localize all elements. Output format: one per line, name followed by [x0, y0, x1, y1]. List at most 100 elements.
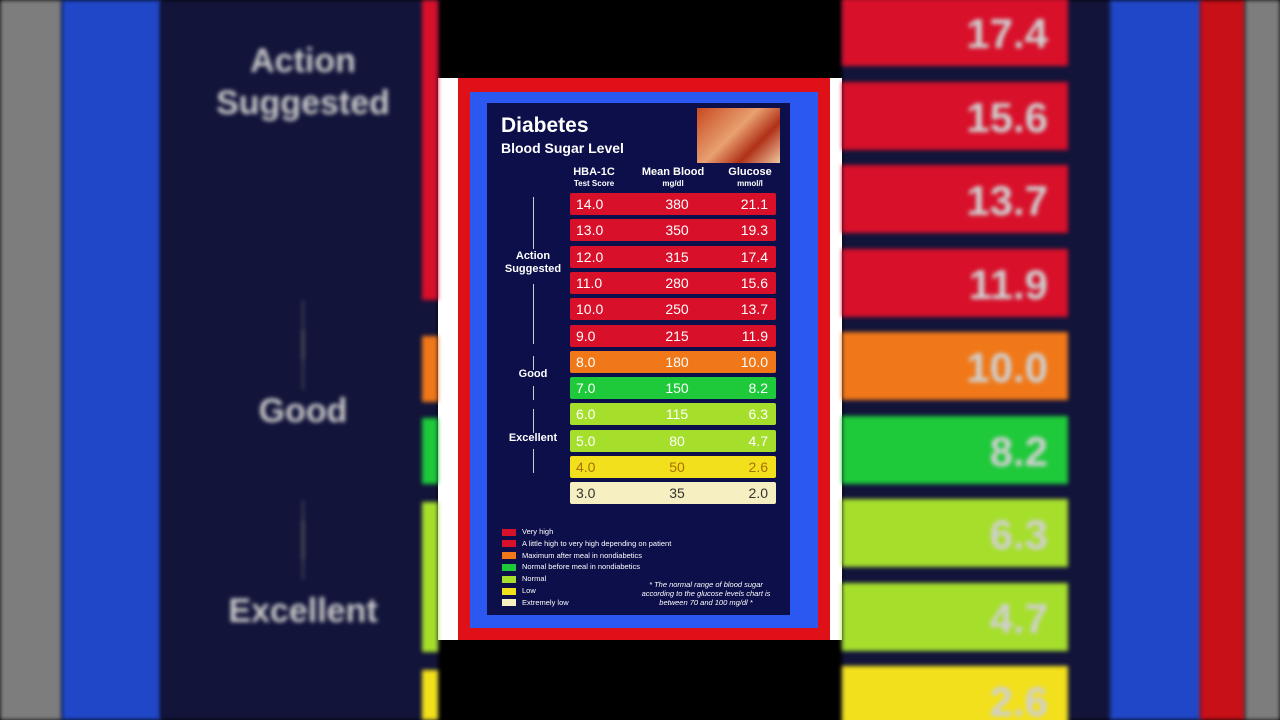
table-cell: 10.0: [740, 353, 768, 370]
table-cell: 215: [665, 327, 689, 344]
legend-swatch: [502, 540, 516, 548]
table-cell: 8.0: [576, 353, 596, 370]
table-row: 7.0 150 8.2: [570, 377, 776, 400]
bg-gray: [0, 0, 62, 720]
table-row: 10.0 250 13.7: [570, 298, 776, 321]
table-cell: 4.0: [576, 459, 596, 475]
table-cell: 4.7: [748, 432, 768, 449]
legend-text: Normal before meal in nondiabetics: [522, 562, 640, 572]
bg-strip: [422, 502, 438, 652]
table-cell: 150: [665, 380, 689, 397]
bg-blue: [62, 0, 162, 720]
legend-swatch: [502, 528, 516, 536]
table-cell: 21.1: [740, 196, 768, 212]
legend-item: Normal before meal in nondiabetics: [502, 562, 640, 571]
table-cell: 10.0: [576, 301, 604, 318]
table-cell: 50: [669, 459, 685, 475]
legend-swatch: [502, 563, 516, 571]
table-cell: 14.0: [576, 196, 604, 212]
bg-arrow-line: [302, 520, 304, 580]
legend-item: A little high to very high depending on …: [502, 539, 671, 548]
bg-label: Excellent: [228, 592, 378, 630]
bg-value: 2.6: [989, 678, 1048, 720]
arrow-line: [533, 284, 534, 344]
photo: [697, 108, 780, 163]
bg-value: 6.3: [989, 511, 1048, 558]
column-header: Glucose mmol/l: [720, 167, 780, 189]
legend-item: Low: [502, 586, 536, 595]
legend-swatch: [502, 599, 516, 607]
side-label: Action Suggested: [504, 250, 562, 275]
legend-text: Extremely low: [522, 597, 569, 607]
table-cell: 19.3: [740, 222, 768, 239]
table-cell: 315: [665, 248, 689, 265]
bg-bar: 4.7: [842, 582, 1068, 651]
bg-label: Good: [258, 392, 348, 430]
table-cell: 15.6: [740, 274, 768, 291]
legend-swatch: [502, 575, 516, 583]
bg-value: 11.9: [968, 260, 1048, 308]
table-cell: 12.0: [576, 248, 604, 265]
bg-blue: [1110, 0, 1202, 720]
arrow-line: [533, 386, 534, 400]
table-cell: 115: [665, 406, 689, 423]
bg-value: 13.7: [966, 177, 1048, 224]
bg-strip: [422, 336, 438, 402]
legend-text: Normal: [522, 574, 547, 584]
header-unit: mg/dl: [662, 179, 684, 188]
bg-arrow-line: [302, 330, 304, 390]
legend-item: Normal: [502, 574, 546, 583]
header-main: Glucose: [728, 166, 772, 178]
legend-item: Very high: [502, 527, 553, 536]
bg-red: [1200, 0, 1245, 720]
table-cell: 17.4: [740, 248, 768, 265]
legend-text: Low: [522, 586, 536, 595]
bg-bar: 8.2: [842, 415, 1068, 484]
legend-swatch: [502, 552, 516, 560]
bg-bar: 13.7: [842, 165, 1068, 233]
table-row: 4.0 50 2.6: [570, 456, 776, 478]
header-main: Mean Blood: [641, 166, 705, 178]
table-row: 14.0 380 21.1: [570, 193, 776, 215]
arrow-line: [533, 449, 534, 473]
table-row: 13.0 350 19.3: [570, 219, 776, 242]
table-cell: 2.0: [748, 485, 768, 502]
table-row: 9.0 215 11.9: [570, 324, 776, 347]
legend-text: Maximum after meal in nondiabetics: [522, 550, 643, 560]
bg-bar: 10.0: [842, 332, 1068, 400]
table-cell: 3.0: [576, 485, 596, 502]
legend-text: Very high: [522, 527, 554, 536]
bg-bar: 6.3: [842, 499, 1068, 567]
subtitle: Blood Sugar Level: [501, 140, 624, 156]
bg-strip: [422, 670, 438, 720]
table-cell: 280: [665, 274, 689, 291]
table-cell: 6.0: [576, 406, 596, 423]
table-row: 12.0 315 17.4: [570, 245, 776, 268]
table-cell: 80: [669, 432, 685, 449]
column-header: Mean Blood mg/dl: [640, 167, 706, 189]
header-main: HBA-1C: [573, 166, 615, 178]
table-cell: 8.2: [748, 380, 768, 397]
table-cell: 250: [665, 301, 689, 318]
bg-strip: [422, 418, 438, 484]
bg-navy: [160, 0, 438, 720]
title: Diabetes: [501, 114, 589, 137]
header-unit: mmol/l: [737, 179, 763, 188]
legend-text: A little high to very high depending on …: [522, 538, 672, 548]
table-row: 8.0 180 10.0: [570, 350, 776, 373]
footnote: * The normal range of blood sugar accord…: [641, 580, 771, 607]
arrow-line: [533, 197, 534, 249]
bg-value: 8.2: [989, 427, 1048, 475]
bg-bar: 15.6: [842, 81, 1068, 150]
table-cell: 13.0: [576, 222, 604, 239]
bg-bar: 17.4: [842, 0, 1068, 66]
table-row: 5.0 80 4.7: [570, 429, 776, 452]
table-row: 6.0 115 6.3: [570, 403, 776, 426]
bg-bar: 11.9: [842, 248, 1068, 317]
bg-strip: [422, 0, 438, 300]
side-label: Good: [518, 368, 548, 380]
table-cell: 11.9: [741, 327, 768, 344]
legend-item: Maximum after meal in nondiabetics: [502, 551, 642, 560]
